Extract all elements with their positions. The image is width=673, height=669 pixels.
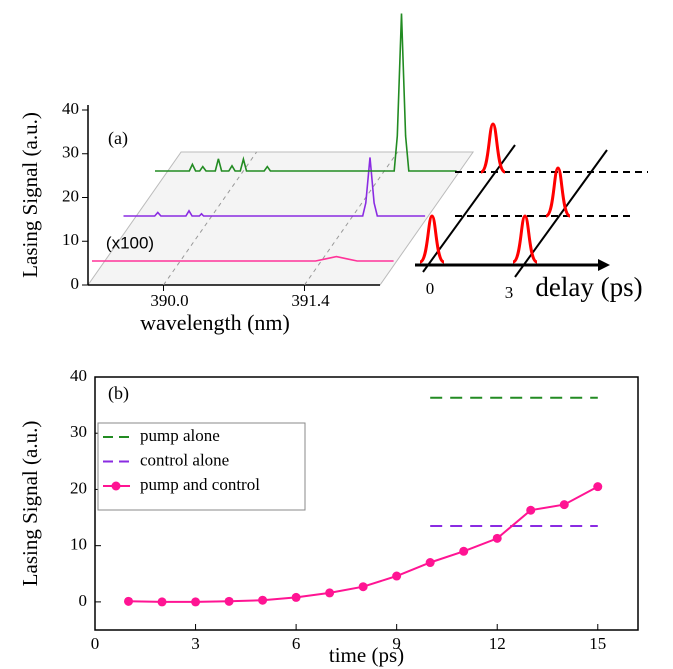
spectrum	[123, 157, 426, 217]
plot-frame	[94, 376, 639, 631]
spectrum	[155, 13, 457, 172]
annotation: (x100)	[106, 233, 154, 252]
legend-marker	[111, 481, 121, 491]
y-tick-label: 30	[70, 422, 87, 441]
x-tick-label: 12	[489, 634, 506, 653]
x-tick-label: 0	[91, 634, 100, 653]
point	[425, 558, 435, 568]
y-tick-label: 0	[79, 591, 88, 610]
grid-line	[163, 151, 258, 286]
annotation: 3	[505, 283, 514, 302]
point	[392, 571, 402, 581]
x-tick-label: 390.0	[150, 291, 188, 310]
point	[593, 482, 603, 492]
x-tick-label: 6	[292, 634, 301, 653]
y-axis-title: Lasing Signal (a.u.)	[18, 112, 42, 278]
pulse	[544, 166, 572, 218]
y-tick-label: 10	[62, 230, 79, 249]
panel-label: (b)	[108, 383, 129, 404]
point	[124, 596, 134, 606]
point	[459, 546, 469, 556]
y-axis-title: Lasing Signal (a.u.)	[18, 421, 42, 587]
point	[358, 582, 368, 592]
y-tick-label: 20	[62, 186, 79, 205]
legend-label: control alone	[140, 450, 229, 469]
pulse	[419, 214, 445, 264]
annotation: delay (ps)	[535, 272, 642, 302]
y-tick-label: 0	[71, 274, 80, 293]
point	[224, 596, 234, 606]
x-tick-label: 3	[191, 634, 200, 653]
x-tick-label: 15	[589, 634, 606, 653]
y-tick-label: 30	[62, 143, 79, 162]
point	[258, 595, 268, 605]
annotation: 0	[426, 279, 435, 298]
x-tick-label: 9	[392, 634, 401, 653]
legend-label: pump and control	[140, 475, 260, 494]
diagonal	[514, 149, 608, 278]
schematic	[415, 122, 648, 278]
point	[191, 597, 201, 607]
point	[291, 592, 301, 602]
x-axis-title: time (ps)	[329, 643, 404, 667]
y-tick-label: 10	[70, 535, 87, 554]
point	[325, 588, 335, 598]
point	[559, 500, 569, 510]
y-tick-label: 40	[70, 366, 87, 385]
spectrum	[92, 255, 394, 262]
annotation: (a)	[108, 128, 128, 149]
pulse	[479, 122, 507, 174]
x-axis-title: wavelength (nm)	[140, 310, 290, 335]
pulse	[512, 214, 538, 264]
arrow-head	[598, 259, 610, 271]
legend-label: pump alone	[140, 426, 220, 445]
grid-line	[304, 151, 398, 286]
x-tick-label: 391.4	[291, 291, 330, 310]
y-tick-label: 40	[62, 99, 79, 118]
legend-box	[97, 422, 306, 511]
point	[492, 533, 502, 543]
point	[526, 505, 536, 515]
y-tick-label: 20	[70, 478, 87, 497]
point	[157, 597, 167, 607]
